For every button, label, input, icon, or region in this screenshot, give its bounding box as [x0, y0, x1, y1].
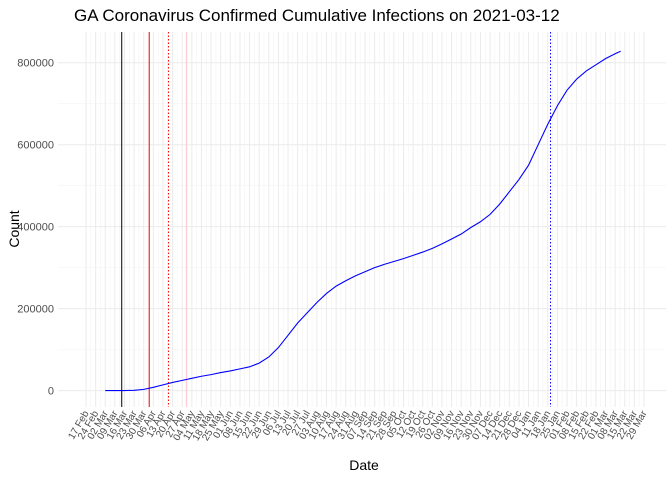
grid-lines	[58, 32, 666, 407]
reference-lines	[121, 32, 552, 407]
x-axis-title: Date	[349, 457, 379, 473]
y-tick-label: 800000	[17, 58, 54, 70]
y-tick-label: 400000	[17, 222, 54, 234]
y-tick-label: 0	[48, 386, 54, 398]
y-axis-ticks: 0 200000 400000 600000 800000	[17, 58, 54, 398]
series-layer	[105, 50, 621, 392]
y-tick-label: 600000	[17, 140, 54, 152]
y-tick-label: 200000	[17, 304, 54, 316]
chart-title: GA Coronavirus Confirmed Cumulative Infe…	[74, 6, 560, 25]
y-axis-title: Count	[6, 210, 22, 247]
